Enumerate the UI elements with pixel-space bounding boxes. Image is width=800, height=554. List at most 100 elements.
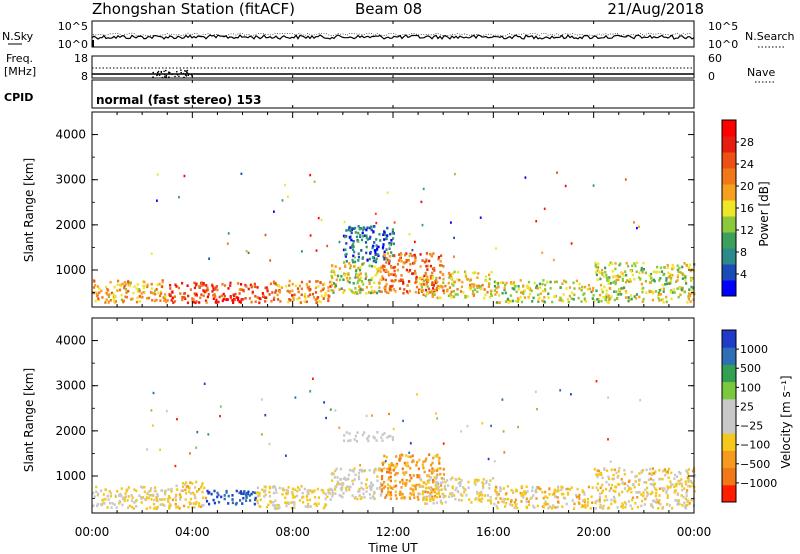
data-cell: [673, 291, 676, 294]
data-cell: [309, 234, 312, 237]
data-cell: [443, 291, 446, 295]
data-cell: [374, 212, 377, 215]
data-cell: [449, 274, 452, 277]
data-cell: [684, 480, 687, 483]
data-cell: [481, 422, 484, 425]
data-cell: [484, 275, 488, 278]
data-cell: [138, 288, 141, 291]
data-cell: [580, 300, 583, 303]
data-cell: [482, 484, 485, 488]
data-cell: [287, 300, 290, 304]
data-cell: [345, 229, 348, 232]
data-cell: [608, 298, 611, 302]
data-cell: [386, 258, 389, 262]
data-cell: [411, 254, 414, 258]
data-cell: [258, 494, 261, 497]
data-cell: [519, 295, 522, 299]
nsky-trace: [91, 21, 695, 108]
data-cell: [631, 273, 634, 277]
data-cell: [631, 507, 634, 510]
data-cell: [385, 282, 388, 286]
data-cell: [617, 278, 620, 281]
data-cell: [645, 481, 648, 484]
data-cell: [456, 288, 459, 291]
data-cell: [675, 499, 678, 502]
data-cell: [391, 254, 394, 257]
data-cell: [688, 263, 692, 267]
data-cell: [502, 487, 505, 490]
data-cell: [346, 485, 349, 488]
data-cell: [278, 290, 282, 294]
data-cell: [430, 253, 433, 257]
data-cell: [456, 490, 460, 493]
data-cell: [511, 287, 514, 290]
data-cell: [606, 498, 609, 502]
data-cell: [450, 290, 453, 294]
x-tick-label: 00:00: [75, 525, 110, 539]
data-cell: [583, 505, 586, 509]
data-cell: [365, 286, 368, 289]
data-cell: [634, 296, 638, 300]
data-cell: [678, 287, 681, 290]
data-cell: [570, 486, 573, 489]
data-cell: [641, 290, 644, 294]
data-cell: [104, 488, 107, 492]
data-cell: [386, 483, 390, 486]
data-cell: [403, 482, 406, 485]
data-cell: [258, 491, 261, 495]
data-cell: [386, 226, 389, 230]
data-cell: [389, 467, 392, 470]
data-cell: [479, 493, 482, 496]
data-cell: [589, 507, 592, 510]
data-cell: [288, 284, 291, 287]
data-cell: [438, 462, 441, 465]
data-cell: [538, 487, 541, 491]
data-cell: [195, 300, 198, 303]
data-cell: [405, 463, 408, 467]
data-cell: [300, 293, 303, 297]
data-cell: [684, 497, 688, 501]
data-cell: [584, 300, 588, 303]
data-cell: [109, 299, 112, 302]
y-tick-label: 1000: [55, 263, 86, 277]
data-cell: [406, 290, 409, 293]
data-cell: [421, 290, 424, 293]
x-tick-label: 12:00: [376, 525, 411, 539]
data-cell: [537, 300, 540, 303]
data-cell: [195, 292, 198, 296]
data-cell: [128, 504, 131, 508]
data-cell: [387, 435, 390, 438]
data-cell: [488, 487, 491, 490]
data-cell: [666, 266, 669, 269]
data-cell: [499, 489, 502, 493]
data-cell: [116, 289, 119, 292]
data-cell: [396, 268, 399, 272]
data-cell: [389, 471, 392, 475]
data-cell: [366, 258, 369, 262]
data-cell: [264, 414, 267, 417]
data-cell: [153, 507, 156, 510]
data-cell: [191, 297, 194, 300]
data-cell: [238, 491, 241, 495]
data-cell: [396, 462, 399, 466]
data-cell: [591, 297, 594, 300]
data-cell: [468, 498, 471, 501]
data-cell: [613, 298, 616, 302]
data-cell: [358, 278, 361, 282]
data-cell: [596, 298, 599, 301]
colorbar-swatch: [722, 264, 736, 281]
data-cell: [485, 479, 488, 483]
data-cell: [372, 244, 375, 248]
data-cell: [345, 260, 348, 263]
data-cell: [319, 289, 323, 293]
data-cell: [357, 276, 360, 279]
colorbar-swatch: [722, 467, 736, 486]
data-cell: [389, 479, 392, 483]
data-cell: [640, 282, 643, 286]
data-cell: [268, 490, 271, 494]
data-cell: [417, 474, 420, 477]
data-cell: [355, 439, 358, 443]
data-cell: [272, 491, 275, 495]
data-cell: [683, 262, 686, 265]
data-cell: [494, 488, 497, 492]
